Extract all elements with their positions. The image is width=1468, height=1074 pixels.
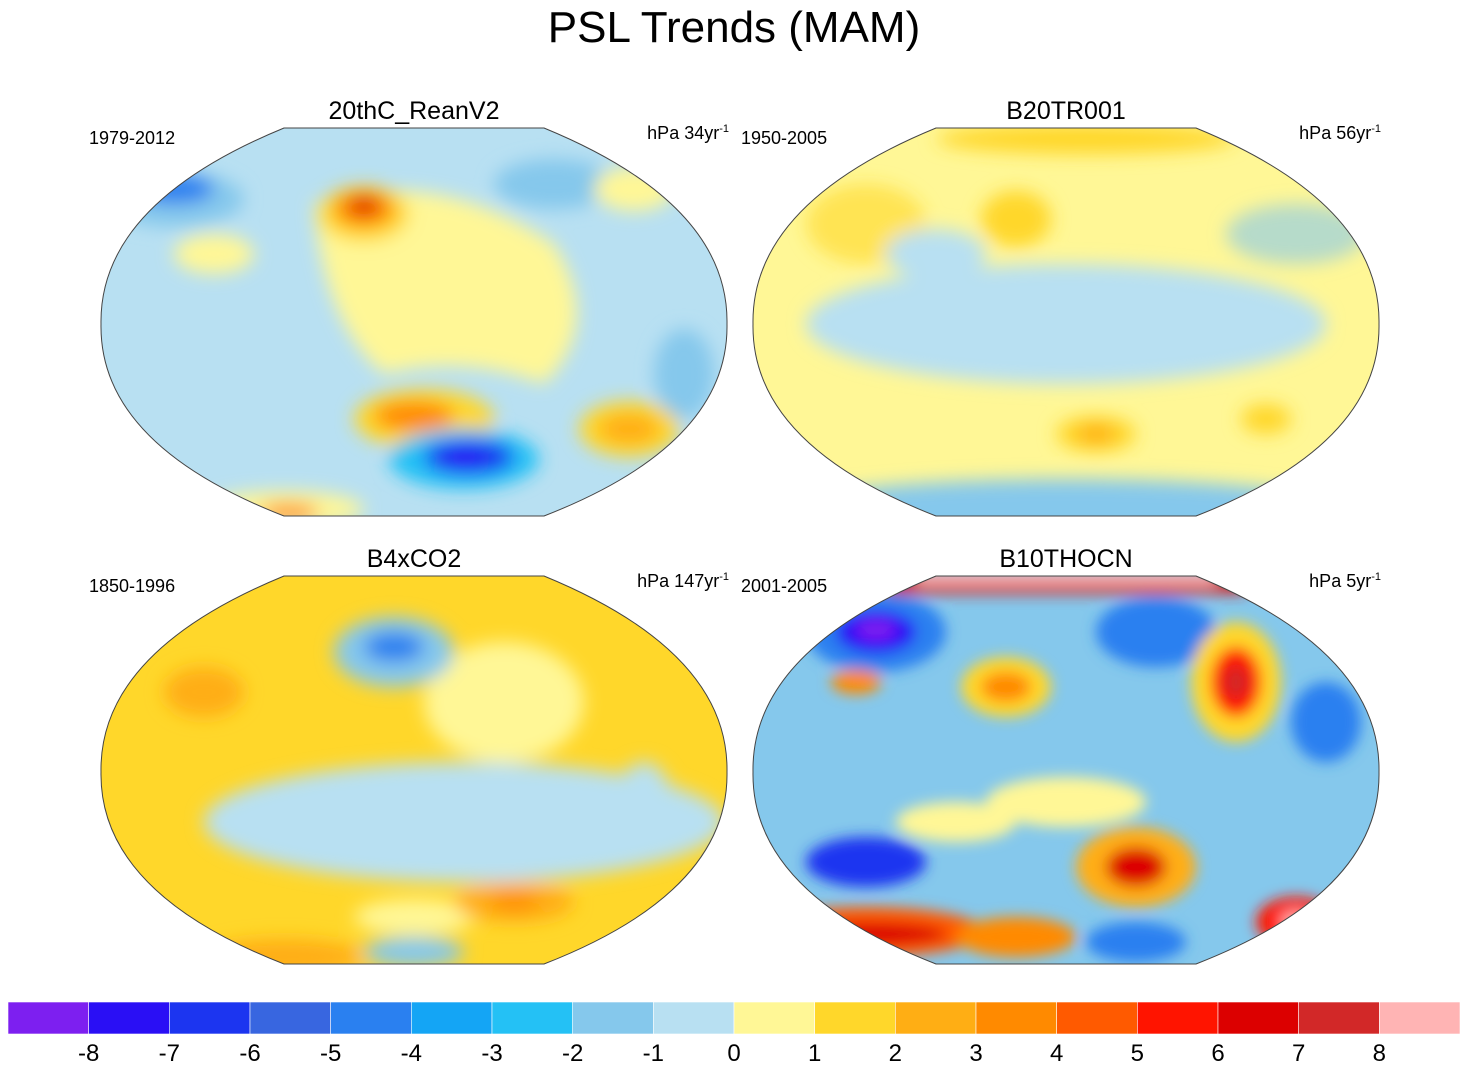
colorbar-swatch (1056, 1002, 1138, 1035)
colorbar-swatch (814, 1002, 896, 1035)
panel-b10thocn: B10THOCN 2001-2005 hPa 5yr-1 (736, 544, 1396, 984)
panel-units: hPa 5yr-1 (1309, 571, 1381, 591)
colorbar-swatch (1217, 1002, 1299, 1035)
panel-period: 1979-2012 (89, 128, 176, 148)
colorbar-tick-label: 6 (1211, 1040, 1225, 1067)
colorbar-tick-label: 3 (969, 1040, 983, 1067)
trend-map (100, 127, 728, 517)
panel-title: B20TR001 (1006, 97, 1126, 125)
colorbar-swatch (1379, 1002, 1460, 1035)
colorbar-tick-label: 8 (1372, 1040, 1386, 1067)
colorbar-tick-label: 2 (888, 1040, 902, 1067)
colorbar-tick-label: -6 (239, 1040, 261, 1067)
colorbar-tick-label: -4 (400, 1040, 422, 1067)
colorbar-tick-label: 7 (1292, 1040, 1306, 1067)
colorbar-swatch (411, 1002, 493, 1035)
colorbar-swatch (1137, 1002, 1219, 1035)
colorbar-swatch (8, 1002, 89, 1035)
panel-20thc-reanv2: 20thC_ReanV2 1979-2012 hPa 34yr-1 (84, 96, 744, 536)
panel-units: hPa 56yr-1 (1299, 123, 1381, 143)
trend-map (752, 127, 1380, 517)
colorbar-swatch (88, 1002, 170, 1035)
panel-period: 1950-2005 (741, 128, 828, 148)
colorbar-swatch (975, 1002, 1057, 1035)
colorbar-swatch (572, 1002, 654, 1035)
colorbar-swatch (895, 1002, 977, 1035)
colorbar-swatch (1298, 1002, 1380, 1035)
figure-title: PSL Trends (MAM) (547, 3, 921, 52)
colorbar (8, 1002, 1460, 1035)
colorbar-swatch (330, 1002, 412, 1035)
panel-period: 2001-2005 (741, 576, 828, 596)
colorbar-tick-label: 4 (1050, 1040, 1064, 1067)
panel-b20tr001: B20TR001 1950-2005 hPa 56yr-1 (736, 96, 1396, 536)
colorbar-tick-label: -7 (158, 1040, 180, 1067)
colorbar-swatch (491, 1002, 573, 1035)
panel-units: hPa 147yr-1 (637, 571, 729, 591)
colorbar-tick-label: -8 (78, 1040, 100, 1067)
panel-b4xco2: B4xCO2 1850-1996 hPa 147yr-1 (84, 544, 744, 984)
panel-title: 20thC_ReanV2 (328, 97, 500, 125)
colorbar-tick-label: 1 (808, 1040, 822, 1067)
trend-map (100, 575, 728, 965)
colorbar-swatch (733, 1002, 815, 1035)
trend-map (752, 575, 1380, 965)
colorbar-swatch (169, 1002, 251, 1035)
colorbar-swatch (249, 1002, 331, 1035)
colorbar-tick-label: 5 (1130, 1040, 1144, 1067)
colorbar-tick-label: -1 (642, 1040, 664, 1067)
panel-title: B4xCO2 (366, 545, 462, 573)
colorbar-tick-label: -3 (481, 1040, 503, 1067)
panel-period: 1850-1996 (89, 576, 176, 596)
colorbar-tick-label: 0 (727, 1040, 741, 1067)
panel-units: hPa 34yr-1 (647, 123, 729, 143)
panel-title: B10THOCN (999, 545, 1133, 573)
colorbar-swatch (653, 1002, 735, 1035)
colorbar-tick-label: -5 (320, 1040, 342, 1067)
colorbar-tick-label: -2 (562, 1040, 584, 1067)
